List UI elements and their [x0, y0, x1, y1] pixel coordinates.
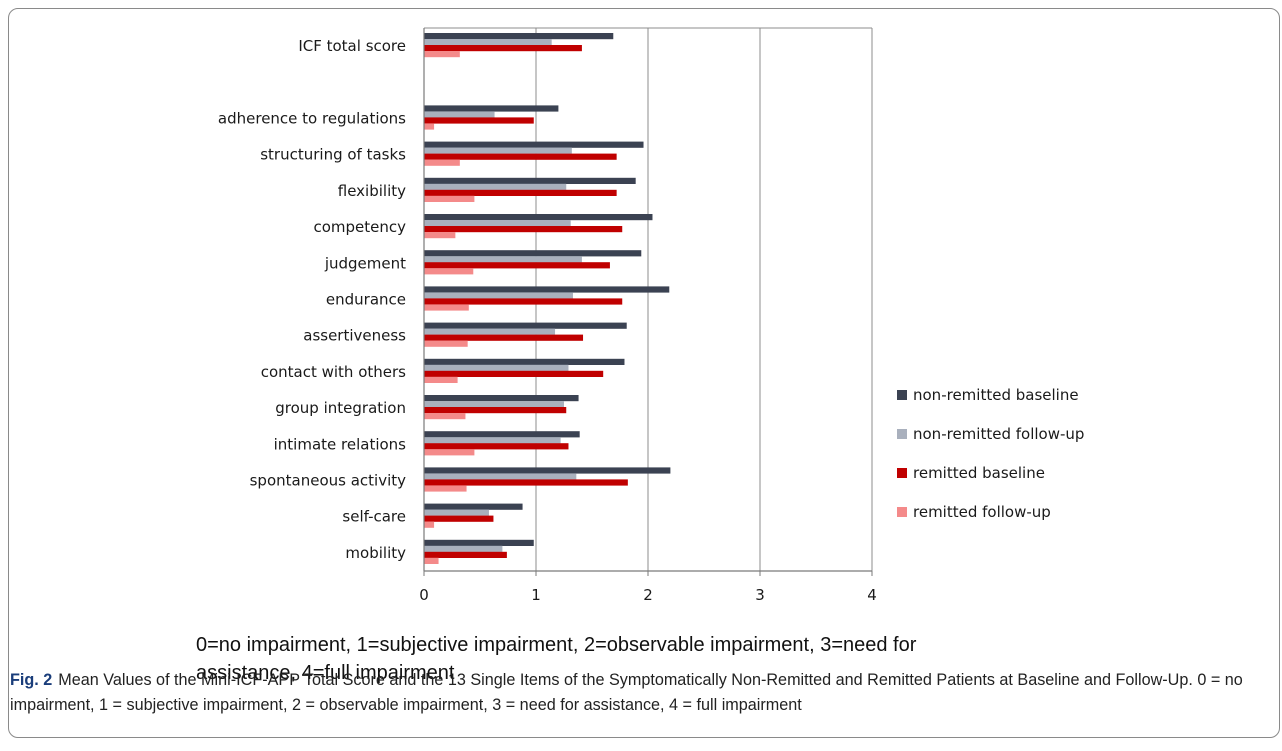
category-label: competency: [313, 218, 406, 236]
category-label: self-care: [342, 508, 406, 526]
category-label: judgement: [324, 254, 406, 272]
bar: [424, 437, 561, 444]
bar: [424, 401, 564, 408]
bar: [424, 545, 503, 552]
legend-label: non-remitted follow-up: [913, 425, 1084, 443]
bar: [424, 177, 636, 184]
bar: [424, 292, 573, 299]
category-label: ICF total score: [298, 37, 406, 55]
bar: [424, 220, 571, 227]
category-label: structuring of tasks: [260, 146, 406, 164]
bar: [424, 551, 507, 558]
bar: [424, 515, 494, 522]
bar: [424, 214, 653, 221]
x-tick-label: 1: [531, 586, 541, 604]
bar: [424, 539, 534, 546]
legend-swatch: [897, 468, 907, 478]
figure-caption: Fig. 2 Mean Values of the Mini-ICF-APP To…: [10, 668, 1276, 718]
legend-label: non-remitted baseline: [913, 386, 1079, 404]
bar: [424, 557, 439, 564]
bar: [424, 250, 642, 257]
bar: [424, 443, 569, 450]
bar: [424, 153, 617, 160]
bar: [424, 123, 435, 130]
bar: [424, 479, 628, 486]
category-label: endurance: [326, 291, 406, 309]
bar: [424, 509, 489, 516]
bar: [424, 413, 466, 420]
x-tick-label: 2: [643, 586, 653, 604]
category-label: intimate relations: [274, 435, 407, 453]
bar: [424, 256, 582, 263]
bar: [424, 485, 467, 492]
bar: [424, 232, 456, 239]
legend-swatch: [897, 429, 907, 439]
bar: [424, 105, 559, 112]
bar: [424, 195, 475, 202]
bar: [424, 334, 584, 341]
bar: [424, 45, 582, 52]
bar: [424, 376, 458, 383]
bar: [424, 521, 435, 528]
figure-label: Fig. 2: [10, 671, 53, 689]
x-tick-label: 0: [419, 586, 429, 604]
category-label: assertiveness: [303, 327, 406, 345]
x-tick-label: 4: [867, 586, 877, 604]
bar: [424, 328, 556, 335]
bar: [424, 189, 617, 196]
legend-label: remitted follow-up: [913, 503, 1051, 521]
legend-swatch: [897, 390, 907, 400]
bar: [424, 358, 625, 365]
bar: [424, 407, 567, 414]
bar: [424, 340, 468, 347]
bar-chart: ICF total score adherence to regulations s…: [218, 27, 1084, 604]
bar: [424, 111, 495, 118]
category-label: contact with others: [261, 363, 406, 381]
category-label: flexibility: [338, 182, 406, 200]
bar: [424, 286, 670, 293]
bar: [424, 503, 523, 510]
bar: [424, 183, 567, 190]
bar: [424, 39, 552, 46]
bar: [424, 33, 614, 40]
bar: [424, 298, 623, 305]
bar: [424, 268, 474, 275]
bar: [424, 304, 469, 311]
bar: [424, 141, 644, 148]
legend-label: remitted baseline: [913, 464, 1045, 482]
bar: [424, 322, 627, 329]
category-label: adherence to regulations: [218, 110, 406, 128]
bar: [424, 467, 671, 474]
legend-swatch: [897, 507, 907, 517]
scale-note: 0=no impairment, 1=subjective impairment…: [196, 634, 917, 684]
bar: [424, 449, 475, 456]
category-label: spontaneous activity: [250, 472, 407, 490]
caption-text: Mean Values of the Mini-ICF-APP Total Sc…: [10, 671, 1243, 714]
category-label: group integration: [275, 399, 406, 417]
bar: [424, 431, 580, 438]
bar: [424, 364, 569, 371]
bar: [424, 159, 460, 166]
bar: [424, 395, 579, 402]
bar: [424, 117, 534, 124]
bar: [424, 226, 623, 233]
bar: [424, 147, 572, 154]
bar: [424, 473, 577, 480]
x-tick-label: 3: [755, 586, 765, 604]
figure-frame: [8, 8, 1280, 738]
bar: [424, 370, 604, 377]
category-label: mobility: [345, 544, 406, 562]
bar: [424, 262, 610, 269]
bar: [424, 51, 460, 58]
